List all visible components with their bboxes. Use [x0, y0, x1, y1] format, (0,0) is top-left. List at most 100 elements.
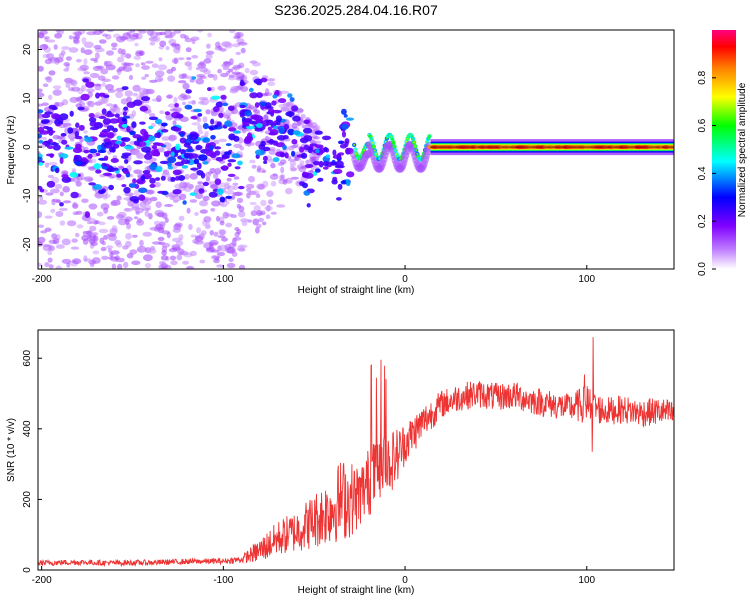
spectrogram-blob [67, 127, 74, 134]
spectrogram-y-axis-label: Frequency (Hz) [6, 116, 17, 185]
spectrogram-blob [254, 102, 260, 108]
spectrogram-blob [198, 200, 209, 207]
spectrogram-blob [139, 201, 147, 208]
spectrogram-blob [394, 149, 397, 152]
spectrogram-blob [122, 115, 131, 119]
spectrogram-blob [309, 140, 318, 145]
y-tick-label: 200 [22, 491, 33, 508]
x-tick-label: 100 [578, 274, 595, 285]
spectrogram-blob [90, 57, 98, 62]
spectrogram-blob [218, 112, 224, 119]
spectrogram-blob [95, 65, 105, 70]
spectrogram-blob [38, 162, 44, 166]
spectrogram-blob [155, 142, 164, 147]
spectrogram-blob [153, 220, 161, 226]
spectrogram-blob [275, 121, 281, 126]
spectrogram-blob [210, 135, 216, 140]
spectrogram-blob [122, 62, 128, 69]
spectrogram-blob [346, 171, 355, 178]
spectrogram-blob [50, 188, 60, 194]
spectrogram-blob [256, 223, 262, 229]
spectrogram-blob [203, 216, 212, 223]
spectrogram-blob [97, 144, 102, 151]
spectrogram-blob [38, 92, 45, 98]
spectrogram-blob [154, 118, 163, 125]
spectrogram-blob [303, 135, 313, 142]
spectrogram-blob [69, 172, 79, 178]
spectrogram-blob [195, 78, 204, 85]
spectrogram-blob [72, 147, 83, 154]
spectrogram-blob [187, 64, 193, 71]
spectrogram-blob [102, 97, 109, 103]
spectrogram-blob [111, 47, 117, 51]
spectrogram-blob [251, 164, 257, 169]
spectrogram-blob [149, 31, 158, 39]
spectrogram-blob [199, 61, 205, 66]
spectrogram-blob [197, 181, 204, 185]
spectrogram-blob [184, 148, 195, 153]
spectrogram-blob [95, 152, 101, 157]
spectrogram-blob [105, 113, 115, 118]
spectrogram-blob [142, 231, 152, 237]
spectrogram-blob [132, 92, 139, 97]
spectrogram-blob [63, 200, 72, 204]
y-tick-label: 20 [22, 44, 33, 56]
spectrogram-blob [62, 186, 70, 193]
spectrogram-blob [183, 152, 191, 159]
spectrogram-blob [219, 196, 226, 203]
spectrogram-blob [131, 121, 137, 128]
spectrogram-blob [375, 153, 377, 156]
spectrogram-blob [47, 257, 53, 263]
spectrogram-blob [74, 131, 80, 137]
spectrogram-blob [171, 111, 181, 119]
spectrogram-blob [232, 64, 240, 71]
spectrogram-blob [245, 183, 255, 189]
spectrogram-blob [210, 86, 215, 92]
spectrogram-blob [197, 100, 205, 105]
spectrogram-blob [145, 89, 154, 94]
spectrogram-blob [336, 197, 342, 201]
spectrogram-blob [174, 103, 180, 108]
spectrogram-blob [61, 139, 68, 145]
spectrogram-blob [105, 245, 114, 249]
spectrogram-blob [101, 166, 108, 170]
spectrogram-blob [179, 137, 187, 144]
spectrogram-blob [194, 192, 204, 199]
spectrogram-blob [221, 154, 230, 159]
spectrogram-blob [140, 134, 148, 142]
spectrogram-blob [47, 161, 58, 166]
spectrogram-blob [38, 103, 44, 107]
spectrogram-blob [165, 46, 170, 51]
spectrogram-blob [156, 95, 162, 103]
spectrogram-blob [123, 186, 131, 194]
snr-series-line [38, 337, 674, 568]
spectrogram-blob [393, 145, 396, 148]
spectrogram-blob [143, 254, 153, 262]
spectrogram-blob [137, 217, 142, 224]
spectrogram-blob [276, 204, 286, 208]
spectrogram-blob [370, 138, 373, 141]
spectrogram-blob [180, 149, 186, 155]
spectrogram-blob [172, 127, 182, 132]
spectrogram-blob [305, 164, 314, 168]
spectrogram-blob [42, 142, 49, 146]
spectrogram-blob [81, 198, 89, 204]
spectrogram-blob [202, 160, 209, 165]
spectrogram-blob [44, 58, 53, 65]
spectrogram-blob [48, 70, 56, 76]
spectrogram-blob [262, 122, 270, 127]
spectrogram-blob [135, 151, 142, 158]
spectrogram-blob [210, 183, 219, 190]
spectrogram-blob [59, 136, 66, 140]
spectrogram-blob [256, 92, 263, 99]
spectrogram-blob [220, 166, 229, 170]
spectrogram-blob [159, 110, 165, 115]
spectrogram-blob [83, 58, 88, 65]
spectrogram-blob [189, 199, 198, 203]
spectrogram-blob [105, 84, 114, 91]
colorbar-tick-label: 0.8 [697, 70, 708, 84]
spectrogram-blob [121, 118, 127, 122]
spectrogram-blob [236, 197, 244, 204]
spectrogram-blob [219, 229, 226, 236]
spectrogram-blob [121, 184, 127, 188]
